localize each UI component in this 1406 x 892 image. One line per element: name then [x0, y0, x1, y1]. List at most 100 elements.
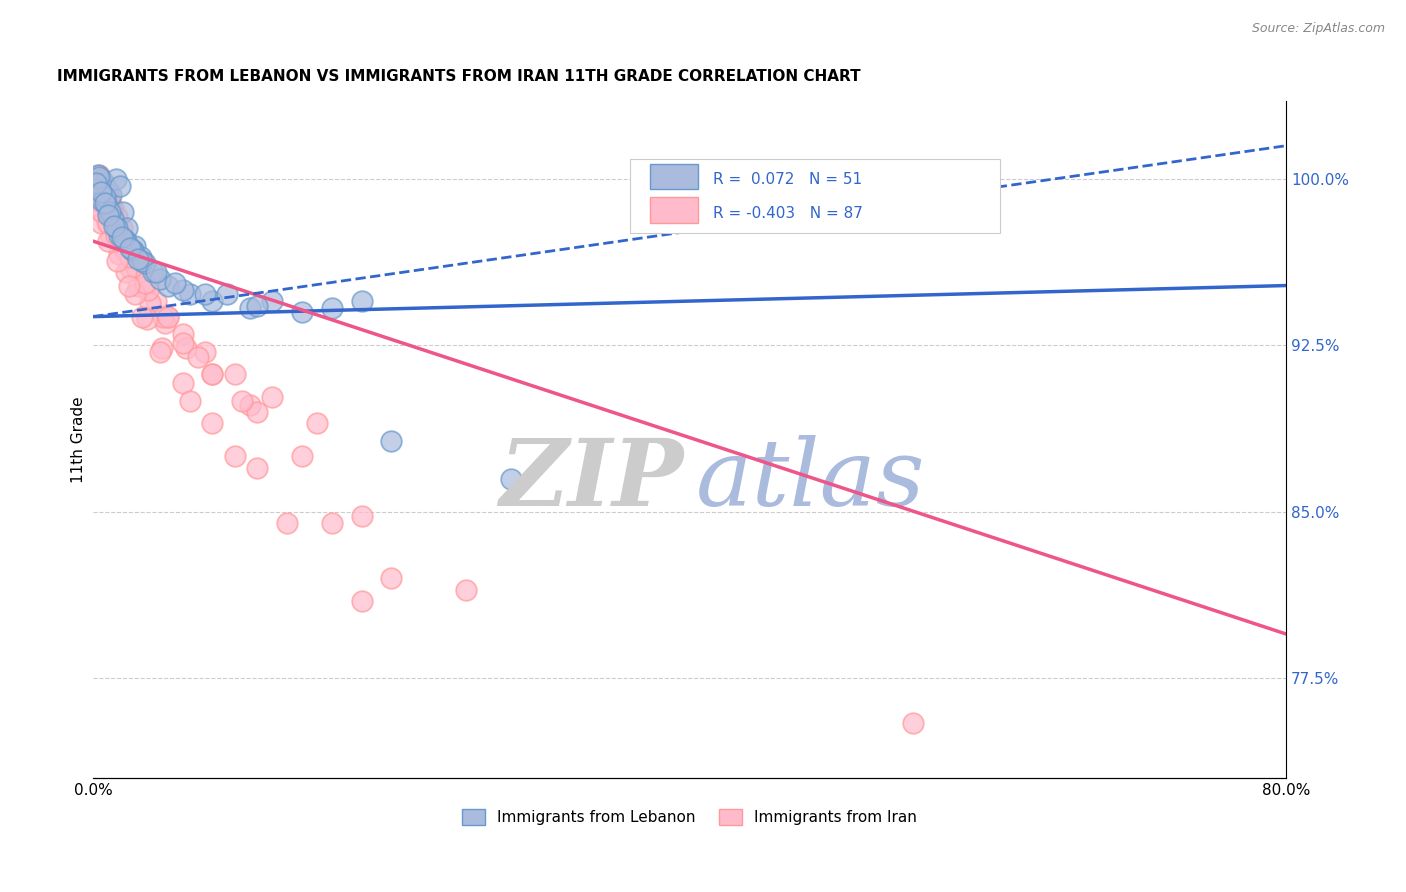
Point — [86, 168, 108, 182]
Point — [104, 227, 127, 242]
Point — [98, 194, 121, 209]
Point — [108, 229, 131, 244]
Point — [224, 450, 246, 464]
Point — [135, 311, 157, 326]
Point — [187, 350, 209, 364]
Point — [101, 201, 124, 215]
Point — [96, 216, 118, 230]
Point — [350, 593, 373, 607]
Point — [152, 310, 174, 324]
Point — [107, 227, 129, 242]
Point — [350, 509, 373, 524]
Point — [118, 278, 141, 293]
Point — [165, 277, 187, 291]
Point — [145, 294, 167, 309]
Point — [115, 234, 138, 248]
Point — [117, 220, 139, 235]
Point — [114, 232, 136, 246]
Point — [97, 205, 120, 219]
Point — [103, 219, 125, 233]
Point — [97, 216, 120, 230]
Point — [172, 376, 194, 391]
Point — [231, 393, 253, 408]
Point — [903, 715, 925, 730]
Point — [156, 310, 179, 324]
Point — [350, 294, 373, 309]
Point — [108, 229, 131, 244]
Point — [94, 190, 117, 204]
Point — [153, 316, 176, 330]
Text: ZIP: ZIP — [499, 435, 683, 525]
Point — [134, 277, 156, 291]
Point — [129, 250, 152, 264]
Point — [172, 336, 194, 351]
Point — [239, 301, 262, 315]
Text: Source: ZipAtlas.com: Source: ZipAtlas.com — [1251, 22, 1385, 36]
Point — [89, 187, 111, 202]
Point — [201, 416, 224, 430]
Point — [120, 260, 142, 275]
FancyBboxPatch shape — [650, 197, 697, 223]
Point — [93, 181, 115, 195]
Point — [142, 265, 165, 279]
Point — [127, 278, 149, 293]
Point — [246, 299, 269, 313]
Point — [262, 390, 284, 404]
Point — [121, 243, 143, 257]
Point — [138, 283, 160, 297]
Point — [105, 210, 128, 224]
Point — [139, 296, 162, 310]
Point — [172, 283, 194, 297]
Point — [90, 186, 112, 200]
Point — [149, 345, 172, 359]
FancyBboxPatch shape — [630, 159, 1000, 234]
Point — [321, 516, 343, 530]
Point — [110, 220, 132, 235]
Point — [134, 278, 156, 293]
Point — [201, 368, 224, 382]
Point — [100, 187, 122, 202]
Text: atlas: atlas — [696, 435, 925, 525]
Point — [291, 305, 314, 319]
Point — [120, 250, 142, 264]
Point — [117, 243, 139, 257]
Point — [115, 234, 138, 248]
Point — [93, 196, 115, 211]
Point — [94, 196, 117, 211]
Point — [96, 187, 118, 202]
Point — [120, 241, 142, 255]
Point — [224, 368, 246, 382]
Point — [108, 178, 131, 193]
Point — [97, 194, 120, 209]
Point — [194, 345, 217, 359]
Point — [145, 265, 167, 279]
Point — [380, 434, 402, 448]
Point — [107, 247, 129, 261]
Point — [127, 252, 149, 266]
Point — [124, 238, 146, 252]
Point — [179, 393, 201, 408]
Text: R =  0.072   N = 51: R = 0.072 N = 51 — [713, 171, 862, 186]
Point — [454, 582, 477, 597]
Y-axis label: 11th Grade: 11th Grade — [72, 396, 86, 483]
Point — [305, 416, 328, 430]
Point — [94, 199, 117, 213]
Point — [90, 172, 112, 186]
Point — [96, 199, 118, 213]
Point — [86, 183, 108, 197]
Point — [94, 186, 117, 200]
Point — [291, 450, 314, 464]
Point — [89, 169, 111, 184]
Point — [115, 265, 138, 279]
Point — [90, 190, 112, 204]
Point — [108, 229, 131, 244]
Point — [156, 310, 179, 324]
Point — [246, 460, 269, 475]
Point — [276, 516, 298, 530]
Point — [125, 260, 148, 275]
Point — [97, 234, 120, 248]
Point — [97, 183, 120, 197]
Point — [98, 205, 121, 219]
Point — [380, 572, 402, 586]
Point — [91, 194, 114, 209]
